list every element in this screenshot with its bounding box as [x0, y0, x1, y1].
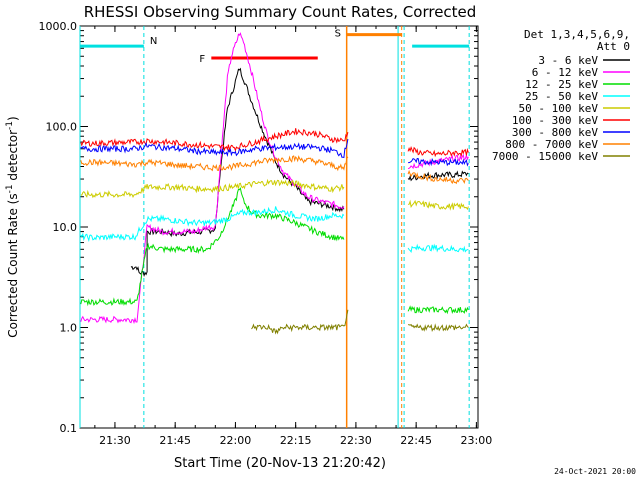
legend-label: 6 - 12 keV	[532, 66, 599, 79]
x-tick-label: 22:00	[220, 434, 252, 447]
legend-label: 3 - 6 keV	[538, 54, 598, 67]
x-tick-label: 21:30	[99, 434, 131, 447]
legend-label: 25 - 50 keV	[525, 90, 598, 103]
saa-flag-label: S	[335, 29, 341, 40]
series-lines	[80, 32, 469, 335]
series-line	[80, 128, 349, 152]
legend-label: 12 - 25 keV	[525, 78, 598, 91]
series-line	[408, 157, 469, 167]
y-axis-label-sup1: -1	[5, 184, 15, 193]
series-line	[407, 153, 469, 170]
series-line	[251, 309, 349, 335]
legend-header-detectors: Det 1,3,4,5,6,9,	[524, 28, 630, 41]
legend-label: 300 - 800 keV	[512, 126, 598, 139]
x-axis-label: Start Time (20-Nov-13 21:20:42)	[174, 456, 386, 471]
y-tick-label: 0.1	[60, 422, 78, 435]
night-flag-label: N	[150, 36, 157, 47]
plot-area: N F S	[79, 25, 479, 429]
series-line	[80, 206, 345, 243]
y-axis-label-end: )	[6, 116, 20, 121]
legend-label: 50 - 100 keV	[519, 102, 599, 115]
series-line	[130, 67, 345, 277]
series-line	[80, 187, 345, 307]
y-axis-label-sup2: -1	[5, 121, 15, 130]
flare-flag-label: F	[199, 54, 205, 65]
y-tick-label: 1.0	[60, 322, 78, 335]
axis-ticks	[80, 25, 478, 429]
series-line	[407, 146, 469, 158]
footer-date: 24-Oct-2021 20:00	[554, 467, 636, 476]
legend-header-attenuator: Att 0	[597, 40, 630, 53]
series-line	[407, 243, 469, 253]
x-tick-label: 22:30	[340, 434, 372, 447]
y-axis-label-mid: detector	[6, 130, 20, 185]
series-line	[80, 155, 349, 172]
instrument-flags: N F S	[79, 26, 470, 428]
legend-label: 100 - 300 keV	[512, 114, 598, 127]
x-tick-label: 22:45	[400, 434, 432, 447]
y-tick-label: 10.0	[53, 221, 78, 234]
y-axis-label: Corrected Count Rate (s-1 detector-1)	[5, 116, 20, 337]
chart-title: RHESSI Observing Summary Count Rates, Co…	[84, 3, 477, 21]
y-tick-labels: 0.1 1.0 10.0 100.0 1000.0	[39, 20, 78, 435]
series-line	[80, 178, 345, 199]
y-axis-label-main: Corrected Count Rate (s	[6, 193, 20, 337]
legend-label: 800 - 7000 keV	[505, 138, 598, 151]
x-tick-labels: 21:30 21:45 22:00 22:15 22:30 22:45 23:00	[99, 434, 492, 447]
series-line	[80, 32, 345, 325]
x-tick-label: 21:45	[159, 434, 191, 447]
plot-frame	[79, 25, 479, 429]
series-line	[80, 139, 349, 159]
series-line	[408, 199, 469, 211]
x-tick-label: 23:00	[461, 434, 493, 447]
y-tick-label: 1000.0	[39, 20, 78, 33]
x-tick-label: 22:15	[280, 434, 312, 447]
series-line	[408, 323, 469, 332]
y-tick-label: 100.0	[46, 121, 78, 134]
series-line	[407, 305, 469, 315]
legend-label: 7000 - 15000 keV	[492, 150, 598, 163]
series-line	[407, 169, 469, 185]
